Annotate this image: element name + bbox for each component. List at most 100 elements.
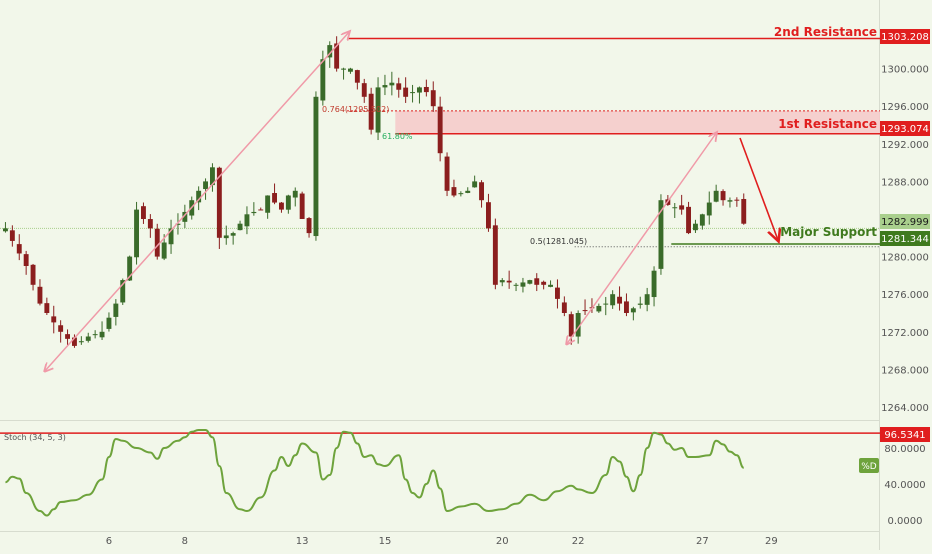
candle-body [354, 70, 360, 83]
candle-body [9, 230, 15, 241]
candle-body [65, 334, 70, 339]
first-resistance-label: 1st Resistance [778, 117, 877, 131]
time-tick-label: 15 [379, 536, 392, 547]
candle-body [58, 325, 64, 332]
candle-body [499, 280, 505, 283]
candle-body [651, 270, 657, 298]
resistance-zone-group [347, 110, 880, 134]
candle-body [693, 223, 698, 231]
candle-body [230, 233, 236, 236]
candle-body [472, 181, 478, 188]
candle-body [603, 303, 609, 305]
candle-body [223, 235, 229, 239]
major-support-price: 1281.344 [881, 234, 929, 245]
price-tick-label: 1264.000 [881, 403, 929, 414]
candle-body [23, 254, 29, 266]
stoch-group [0, 429, 880, 517]
candle-body [147, 219, 153, 229]
candle-body [492, 225, 498, 285]
candle-body [520, 282, 526, 287]
arrows-group [44, 31, 778, 372]
candle-body [348, 68, 353, 72]
price-tick-label: 1280.000 [881, 253, 929, 264]
stoch-d-badge [859, 458, 879, 473]
candle-body [720, 191, 726, 201]
second-resistance-price: 1303.208 [881, 32, 929, 43]
candle-body [479, 182, 484, 201]
projection-arrow [739, 137, 778, 240]
time-tick-label: 27 [696, 536, 709, 547]
first-resistance-price: 1293.074 [881, 124, 929, 135]
candle-body [527, 280, 533, 284]
fib-0764-annotation: 0.764(1295.502) [322, 105, 389, 114]
candle-body [361, 83, 367, 97]
candle-body [686, 206, 691, 234]
second-resistance-price-tag [880, 29, 930, 44]
major-support-label: Major Support [780, 225, 877, 239]
candle-body [423, 86, 429, 93]
candle-body [251, 211, 257, 214]
time-tick-label: 13 [296, 536, 309, 547]
candle-body [451, 187, 457, 196]
rally-arrow-2 [566, 132, 717, 345]
candle-body [313, 96, 319, 237]
candle-body [568, 314, 574, 337]
candle-body [85, 336, 91, 341]
fib-05-annotation: 0.5(1281.045) [530, 237, 587, 246]
stoch-tick-label: 0.0000 [888, 516, 923, 527]
candle-body [44, 303, 50, 313]
candle-body [617, 296, 622, 304]
candle-body [630, 308, 636, 313]
price-tick-label: 1268.000 [881, 365, 929, 376]
candle-body [637, 303, 643, 305]
candle-body [92, 334, 98, 336]
candle-body [154, 228, 160, 257]
candle-body [534, 278, 540, 285]
second-resistance-label: 2nd Resistance [774, 25, 877, 39]
candle-body [306, 218, 312, 234]
last-price: 1282.999 [881, 217, 929, 228]
price-tick-label: 1292.000 [881, 140, 929, 151]
stoch-tick-label: 40.0000 [884, 480, 925, 491]
last-price-tag [880, 214, 930, 229]
price-tick-label: 1296.000 [881, 102, 929, 113]
candle-body [320, 59, 326, 101]
time-tick-label: 6 [106, 536, 112, 547]
axis-group: 1300.0001296.0001292.0001288.0001284.000… [106, 65, 929, 547]
stoch-d-badge-label: %D [861, 462, 877, 472]
candle-body [292, 190, 298, 198]
time-tick-label: 29 [765, 536, 778, 547]
price-axis[interactable] [880, 0, 932, 550]
candle-body [458, 193, 464, 195]
candle-body [679, 205, 685, 210]
candle-body [396, 83, 402, 90]
first-resistance-price-tag [880, 121, 930, 136]
candle-body [741, 198, 747, 224]
first-resistance-zone [395, 110, 880, 134]
candle-body [203, 181, 208, 190]
candle-body [734, 199, 740, 201]
fib-618-annotation: 61.80% [382, 132, 413, 141]
candle-body [644, 294, 650, 305]
candle-body [3, 228, 8, 232]
price-tick-label: 1272.000 [881, 328, 929, 339]
candle-body [272, 193, 277, 203]
stoch-title: Stoch (34, 5, 3) [4, 433, 66, 442]
candle-body [113, 303, 119, 317]
time-tick-label: 20 [496, 536, 509, 547]
candle-body [548, 284, 553, 287]
candle-body [279, 202, 284, 210]
price-tick-label: 1300.000 [881, 65, 929, 76]
candle-body [403, 87, 409, 97]
candle-body [706, 202, 712, 216]
candle-body [368, 93, 374, 130]
stoch-overbought-tag [880, 427, 930, 442]
candle-body [30, 264, 36, 285]
candle-body [375, 87, 381, 133]
price-tick-label: 1276.000 [881, 290, 929, 301]
candle-body [265, 195, 271, 213]
time-tick-label: 22 [572, 536, 585, 547]
rally-arrow-1 [44, 31, 350, 372]
